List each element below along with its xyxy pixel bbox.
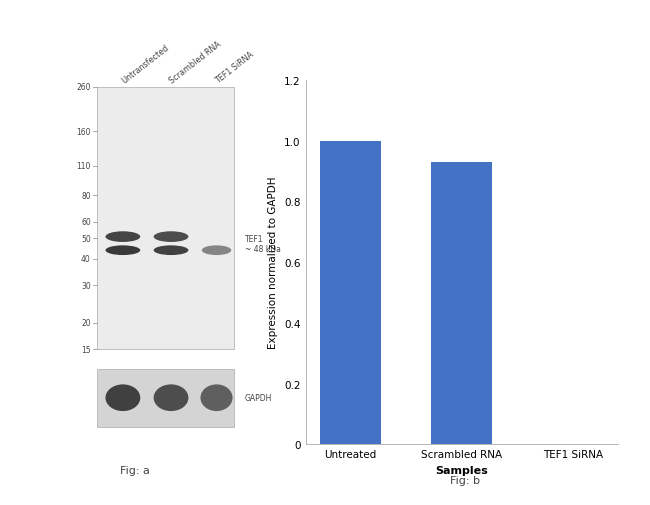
Ellipse shape [153,246,188,256]
Text: 20: 20 [81,319,91,328]
Text: 60: 60 [81,218,91,227]
Text: 260: 260 [76,83,91,92]
Text: Fig: b: Fig: b [450,475,480,485]
Ellipse shape [153,385,188,411]
Ellipse shape [200,385,233,411]
Bar [320,141,381,444]
Bar [98,88,234,349]
Ellipse shape [105,232,140,242]
Ellipse shape [105,385,140,411]
Text: GAPDH: GAPDH [244,393,272,402]
Y-axis label: Expression normalized to GAPDH: Expression normalized to GAPDH [268,177,278,348]
Ellipse shape [202,246,231,256]
Text: 15: 15 [81,345,91,354]
Text: TEF1
~ 48 kDa: TEF1 ~ 48 kDa [244,234,281,254]
Text: Scrambled RNA: Scrambled RNA [168,39,223,85]
Ellipse shape [153,232,188,242]
Text: 160: 160 [76,128,91,137]
Text: 80: 80 [81,191,91,200]
Ellipse shape [105,246,140,256]
Text: 40: 40 [81,255,91,264]
Text: 30: 30 [81,281,91,290]
Text: 110: 110 [77,162,91,171]
X-axis label: Samples: Samples [435,465,488,475]
Bar [431,163,492,444]
Text: 50: 50 [81,234,91,243]
Text: Untransfected: Untransfected [120,43,171,85]
Text: TEF1 SiRNA: TEF1 SiRNA [214,50,255,85]
Bar [98,369,234,427]
Text: Fig: a: Fig: a [120,466,150,476]
